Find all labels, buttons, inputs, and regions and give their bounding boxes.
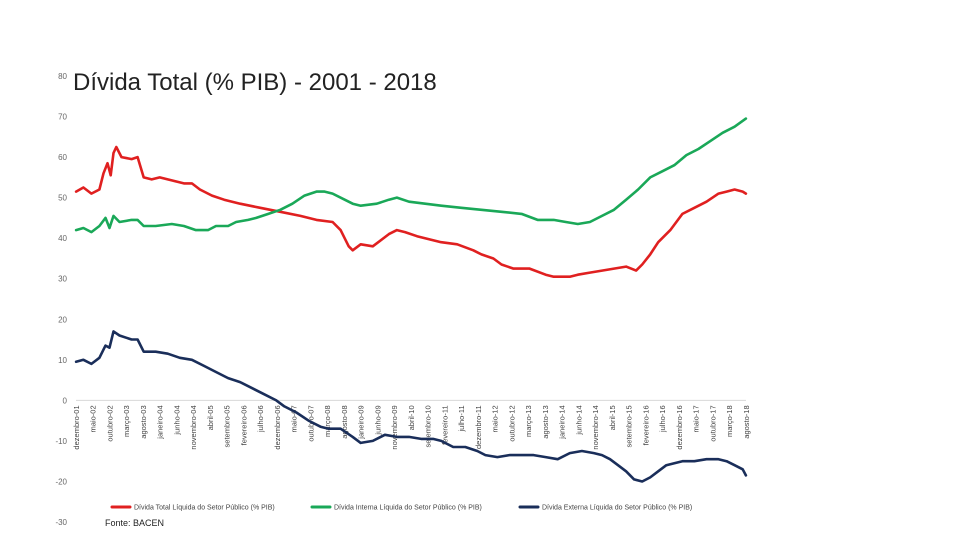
legend: Dívida Total Líquida do Setor Público (%… [110, 505, 692, 512]
x-tick-label: abril-15 [608, 405, 617, 430]
x-tick-label: julho-16 [658, 405, 667, 433]
x-tick-label: dezembro-16 [675, 405, 684, 449]
x-tick-label: março-13 [524, 405, 533, 437]
x-tick-label: agosto-18 [742, 405, 751, 438]
y-tick-label: -10 [55, 437, 67, 446]
x-tick-label: novembro-14 [591, 405, 600, 449]
y-tick-label: 30 [58, 275, 67, 284]
x-tick-label: janeiro-09 [357, 405, 366, 439]
legend-label: Dívida Externa Líquida do Setor Público … [542, 505, 692, 512]
x-tick-label: junho-04 [173, 405, 182, 435]
x-tick-label: dezembro-01 [72, 405, 81, 449]
x-tick-label: maio-17 [692, 405, 701, 432]
x-tick-label: agosto-03 [139, 405, 148, 438]
x-tick-label: fevereiro-06 [240, 405, 249, 445]
y-tick-label: 10 [58, 356, 67, 365]
chart-title: Dívida Total (% PIB) - 2001 - 2018 [73, 69, 437, 96]
y-tick-label: 80 [58, 72, 67, 81]
x-tick-label: janeiro-04 [156, 405, 165, 439]
x-tick-label: maio-07 [290, 405, 299, 432]
series-line-2 [74, 117, 748, 234]
x-tick-label: dezembro-06 [273, 405, 282, 449]
y-tick-label: 0 [63, 396, 68, 405]
x-tick-label: maio-02 [89, 405, 98, 432]
x-tick-label: outubro-17 [709, 405, 718, 441]
x-tick-label: outubro-02 [106, 405, 115, 441]
x-tick-label: agosto-08 [340, 405, 349, 438]
x-tick-label: março-08 [323, 405, 332, 437]
x-tick-label: dezembro-11 [474, 405, 483, 449]
plot-area [74, 117, 748, 483]
x-tick-label: junho-09 [374, 405, 383, 435]
x-tick-label: setembro-10 [424, 405, 433, 447]
x-tick-label: janeiro-14 [558, 405, 567, 439]
y-tick-label: 60 [58, 153, 67, 162]
x-tick-label: agosto-13 [541, 405, 550, 438]
y-tick-label: -20 [55, 477, 67, 486]
x-tick-label: abril-10 [407, 405, 416, 430]
x-tick-label: maio-12 [491, 405, 500, 432]
x-tick-label: abril-05 [206, 405, 215, 430]
y-tick-label: -30 [55, 518, 67, 527]
x-tick-label: fevereiro-11 [441, 405, 450, 444]
series-line-3 [74, 330, 748, 483]
legend-label: Dívida Total Líquida do Setor Público (%… [134, 505, 275, 512]
x-tick-label: setembro-15 [625, 405, 634, 447]
x-tick-label: novembro-09 [390, 405, 399, 449]
series-line-1 [74, 145, 748, 278]
y-tick-label: 40 [58, 234, 67, 243]
x-tick-label: março-18 [725, 405, 734, 437]
x-tick-label: setembro-05 [223, 405, 232, 447]
x-tick-label: outubro-12 [508, 405, 517, 441]
x-tick-label: fevereiro-16 [642, 405, 651, 445]
y-axis: 80 70 60 50 40 30 20 10 0 -10 -20 -30 [55, 72, 746, 527]
y-tick-label: 50 [58, 194, 67, 203]
x-tick-label: junho-14 [575, 405, 584, 435]
legend-label: Dívida Interna Líquida do Setor Público … [334, 505, 482, 512]
x-tick-label: outubro-07 [307, 405, 316, 441]
x-tick-label: novembro-04 [189, 405, 198, 449]
x-tick-label: março-03 [122, 405, 131, 437]
x-tick-label: julho-11 [457, 405, 466, 432]
source-note: Fonte: BACEN [105, 518, 164, 528]
x-axis: dezembro-01 maio-02 outubro-02 março-03 agos… [72, 405, 751, 449]
y-tick-label: 70 [58, 113, 67, 122]
x-tick-label: julho-06 [256, 405, 265, 433]
y-tick-label: 20 [58, 315, 67, 324]
